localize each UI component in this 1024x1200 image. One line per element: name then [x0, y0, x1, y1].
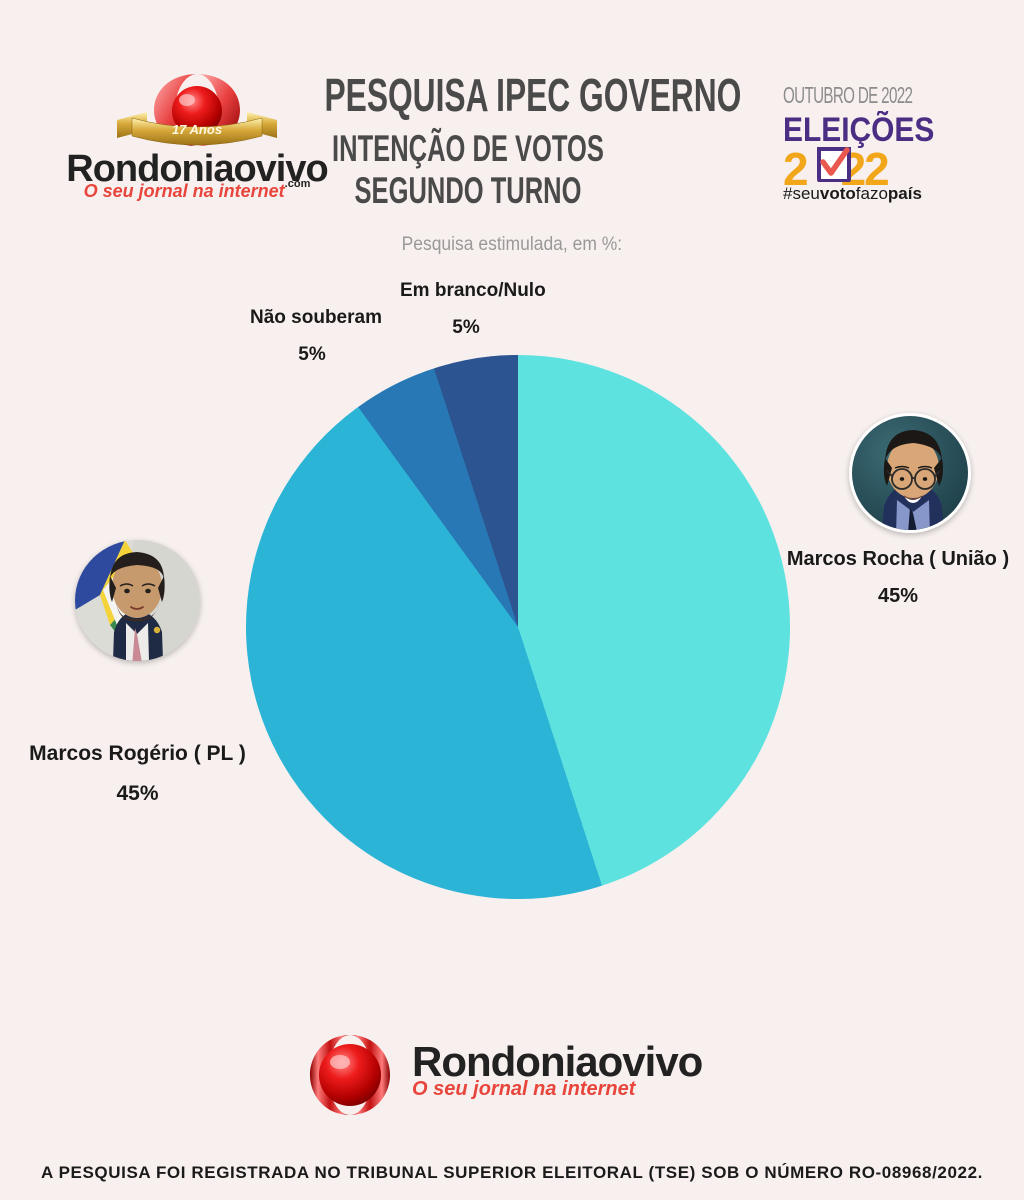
svg-text:17 Anos: 17 Anos	[172, 122, 222, 137]
